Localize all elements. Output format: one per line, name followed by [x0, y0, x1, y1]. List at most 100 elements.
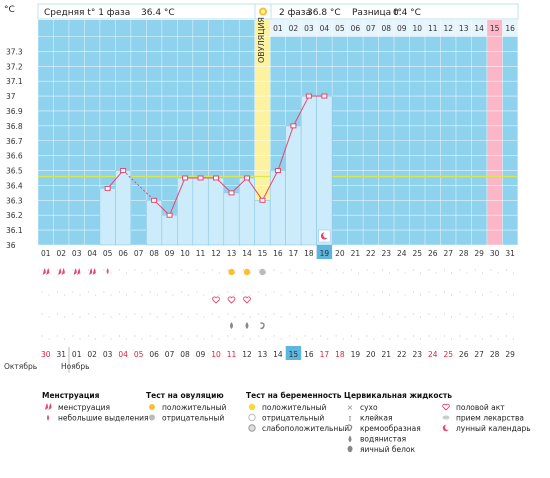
grid-dot [388, 316, 391, 318]
y-tick-label: 36.4 [6, 181, 23, 190]
grid-dot [196, 269, 198, 271]
grid-dot [41, 335, 43, 337]
calendar-day-label: 23 [412, 350, 422, 359]
unit-label: °C [4, 5, 15, 15]
temperature-segment [246, 177, 263, 201]
grid-dot [118, 269, 120, 271]
grid-dot [265, 338, 267, 340]
grid-dot [505, 313, 507, 315]
grid-dot [459, 335, 461, 337]
phase2-day-label: 13 [459, 24, 469, 33]
grid-dot [481, 272, 484, 274]
spotting-drop-icon [47, 414, 49, 421]
calendar-day-label: 21 [382, 350, 392, 359]
legend-item-label: сухо [360, 403, 378, 412]
pill-icon [442, 415, 450, 420]
grid-dot [134, 313, 136, 315]
grid-dot [134, 335, 136, 337]
grid-dot [304, 291, 306, 293]
grid-dot [304, 335, 306, 337]
grid-dot [110, 272, 112, 274]
grid-dot [412, 335, 415, 337]
legend-group-title: Тест на беременность [246, 391, 342, 400]
grid-dot [134, 291, 136, 293]
grid-dot [56, 313, 59, 315]
grid-dot [203, 272, 205, 274]
grid-dot [327, 294, 329, 296]
phase2-day-label: 02 [289, 24, 299, 33]
grid-dot [273, 313, 275, 315]
temperature-point [104, 185, 111, 191]
temperature-segment [107, 170, 124, 189]
grid-dot [358, 294, 360, 296]
header-box [37, 3, 519, 20]
cycle-day-label: 27 [443, 249, 453, 258]
grid-dot [249, 338, 251, 340]
grid-dot [311, 316, 313, 318]
grid-dot [141, 272, 143, 274]
grid-dot [366, 313, 368, 315]
grid-dot [373, 316, 375, 318]
grid-dot [490, 335, 492, 337]
phase2-day-label: 15 [490, 24, 500, 33]
grid-dot [203, 316, 205, 318]
legend-item-label: отрицательный [262, 414, 324, 423]
grid-dot [466, 316, 468, 318]
cycle-day-label: 21 [351, 249, 361, 258]
calendar-day-label: 31 [56, 350, 66, 359]
grid-dot [242, 291, 244, 293]
calendar-day-label: 22 [397, 350, 407, 359]
grid-dot [335, 291, 337, 293]
legend-group-title: Менструация [42, 391, 100, 400]
grid-dot [242, 269, 244, 271]
calendar-day-label: 19 [351, 350, 361, 359]
grid-dot [218, 316, 220, 318]
grid-dot [289, 291, 291, 293]
heart-icon [212, 296, 220, 304]
grid-dot [56, 291, 59, 293]
grid-dot [149, 269, 151, 271]
cycle-day-label: 03 [72, 249, 82, 258]
phase2-day-label: 04 [320, 24, 330, 33]
temperature-segment [169, 177, 186, 216]
grid-dot [125, 316, 127, 318]
cycle-day-label: 01 [41, 249, 51, 258]
grid-dot [296, 272, 298, 274]
grid-dot [466, 294, 468, 296]
grid-dot [505, 269, 507, 271]
cycle-day-label: 04 [87, 249, 97, 258]
grid-dot [497, 338, 499, 340]
grid-dot [180, 313, 182, 315]
grid-dot [265, 294, 267, 296]
grid-dot [258, 335, 260, 337]
legend-item-label: половой акт [456, 403, 505, 412]
grid-dot [459, 269, 461, 271]
legend-item-label: положительный [162, 403, 227, 412]
grid-dot [435, 294, 437, 296]
calendar-day-label: 09 [196, 350, 206, 359]
grid-dot [258, 269, 260, 271]
grid-dot [459, 313, 461, 315]
temperature-point [120, 168, 127, 174]
heart-icon [442, 403, 450, 411]
creamy-icon [347, 424, 353, 431]
legend-item-label: менструация [58, 403, 110, 412]
grid-dot [227, 313, 229, 315]
grid-dot [249, 294, 251, 296]
calendar-day-label: 16 [304, 350, 314, 359]
y-tick-label: 36.1 [6, 226, 23, 235]
grid-dot [218, 338, 220, 340]
grid-dot [351, 313, 353, 315]
cycle-day-label: 07 [134, 249, 144, 258]
temperature-bar [316, 95, 333, 246]
cycle-day-label: 29 [474, 249, 484, 258]
grid-dot [373, 338, 375, 340]
y-tick-label: 36.6 [6, 152, 23, 161]
grid-dot [435, 338, 437, 340]
grid-dot [366, 335, 368, 337]
grid-dot [172, 338, 174, 340]
calendar-day-label: 02 [87, 350, 97, 359]
grid-dot [103, 269, 105, 271]
calendar-day-label: 14 [273, 350, 283, 359]
cycle-day-label: 06 [118, 249, 128, 258]
